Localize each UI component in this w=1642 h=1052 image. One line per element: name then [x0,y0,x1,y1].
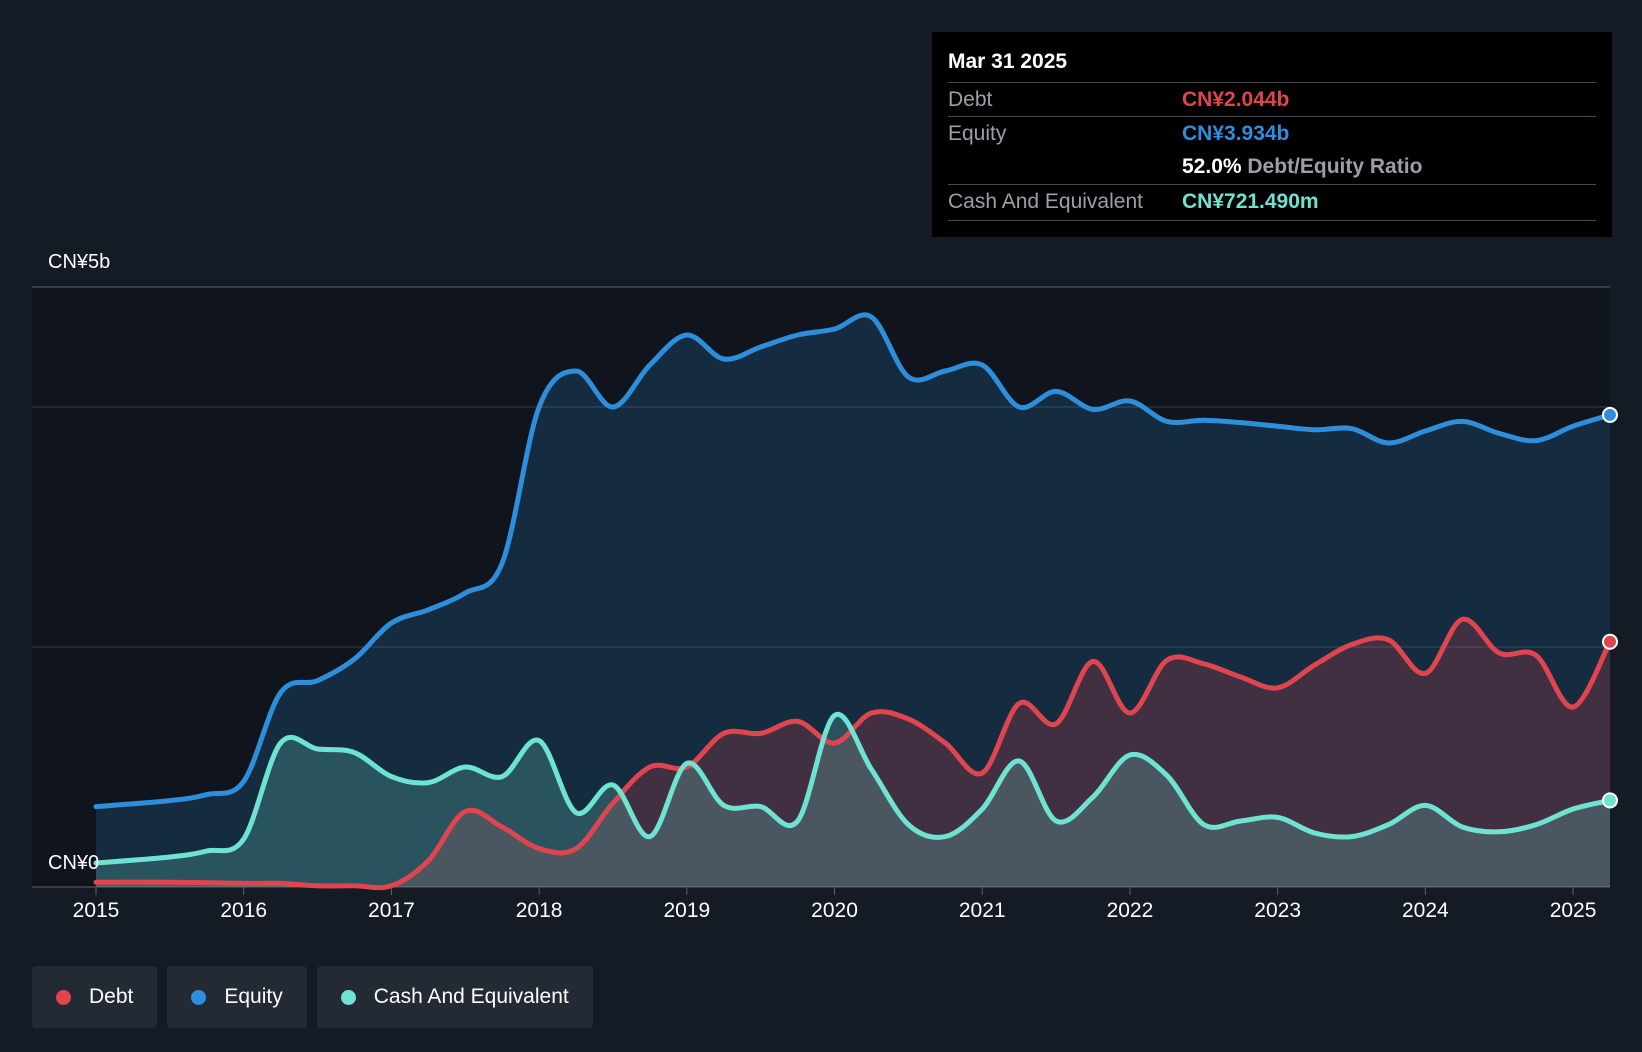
tooltip-equity-value: CN¥3.934b [1182,122,1290,145]
tooltip-row-equity: Equity CN¥3.934b [948,116,1596,151]
x-tick-2020: 2020 [811,899,858,922]
tooltip-debt-value: CN¥2.044b [1182,88,1290,111]
legend-cash-label: Cash And Equivalent [373,985,569,1008]
cash-and-equivalent-area [96,714,1610,887]
tooltip-cash-label: Cash And Equivalent [948,190,1143,213]
debt-end-marker [1602,633,1618,650]
tooltip-equity-label: Equity [948,122,1007,145]
debt-dot-icon [56,989,71,1005]
equity-line [93,312,1613,810]
debt-area [96,619,1610,888]
legend: Debt Equity Cash And Equivalent [32,966,593,1028]
tooltip-panel: Mar 31 2025 Debt CN¥2.044b Equity CN¥3.9… [932,32,1612,237]
equity-dot-icon [191,989,207,1005]
tooltip-date: Mar 31 2025 [948,50,1068,73]
plot-background [32,287,1610,887]
x-tick-2018: 2018 [515,899,563,922]
tooltip-row-cash: Cash And Equivalent CN¥721.490m [948,184,1596,219]
legend-item-equity[interactable]: Equity [167,966,307,1028]
legend-item-cash[interactable]: Cash And Equivalent [316,966,593,1028]
tooltip-debt-label: Debt [948,88,993,111]
debt-line [93,616,1613,891]
y-axis-top-label: CN¥5b [48,251,111,273]
x-tick-2019: 2019 [663,899,711,922]
equity-area [96,314,1610,887]
cash-dot-icon [340,989,356,1005]
x-tick-2021: 2021 [958,899,1006,922]
equity-end-marker [1602,406,1618,423]
tooltip-cash-value: CN¥721.490m [1182,190,1319,213]
tooltip-ratio-value: 52.0% [1182,155,1242,178]
x-tick-2016: 2016 [220,899,268,922]
x-tick-2025: 2025 [1549,899,1597,922]
tooltip-row-ratio: 52.0% Debt/Equity Ratio [948,150,1596,184]
tooltip-row-debt: Debt CN¥2.044b [948,82,1596,117]
legend-debt-label: Debt [89,985,134,1008]
x-tick-2024: 2024 [1402,899,1449,922]
x-tick-2022: 2022 [1106,899,1154,922]
cash-and-equivalent-end-marker [1602,792,1618,809]
tooltip-divider [948,220,1596,221]
cash-and-equivalent-line [93,711,1613,866]
x-tick-2023: 2023 [1254,899,1302,922]
legend-equity-label: Equity [224,985,283,1008]
x-tick-2015: 2015 [72,899,120,922]
tooltip-ratio-label: Debt/Equity Ratio [1247,155,1423,178]
legend-item-debt[interactable]: Debt [32,966,158,1028]
x-tick-2017: 2017 [368,899,415,922]
y-axis-bottom-label: CN¥0 [48,852,100,874]
